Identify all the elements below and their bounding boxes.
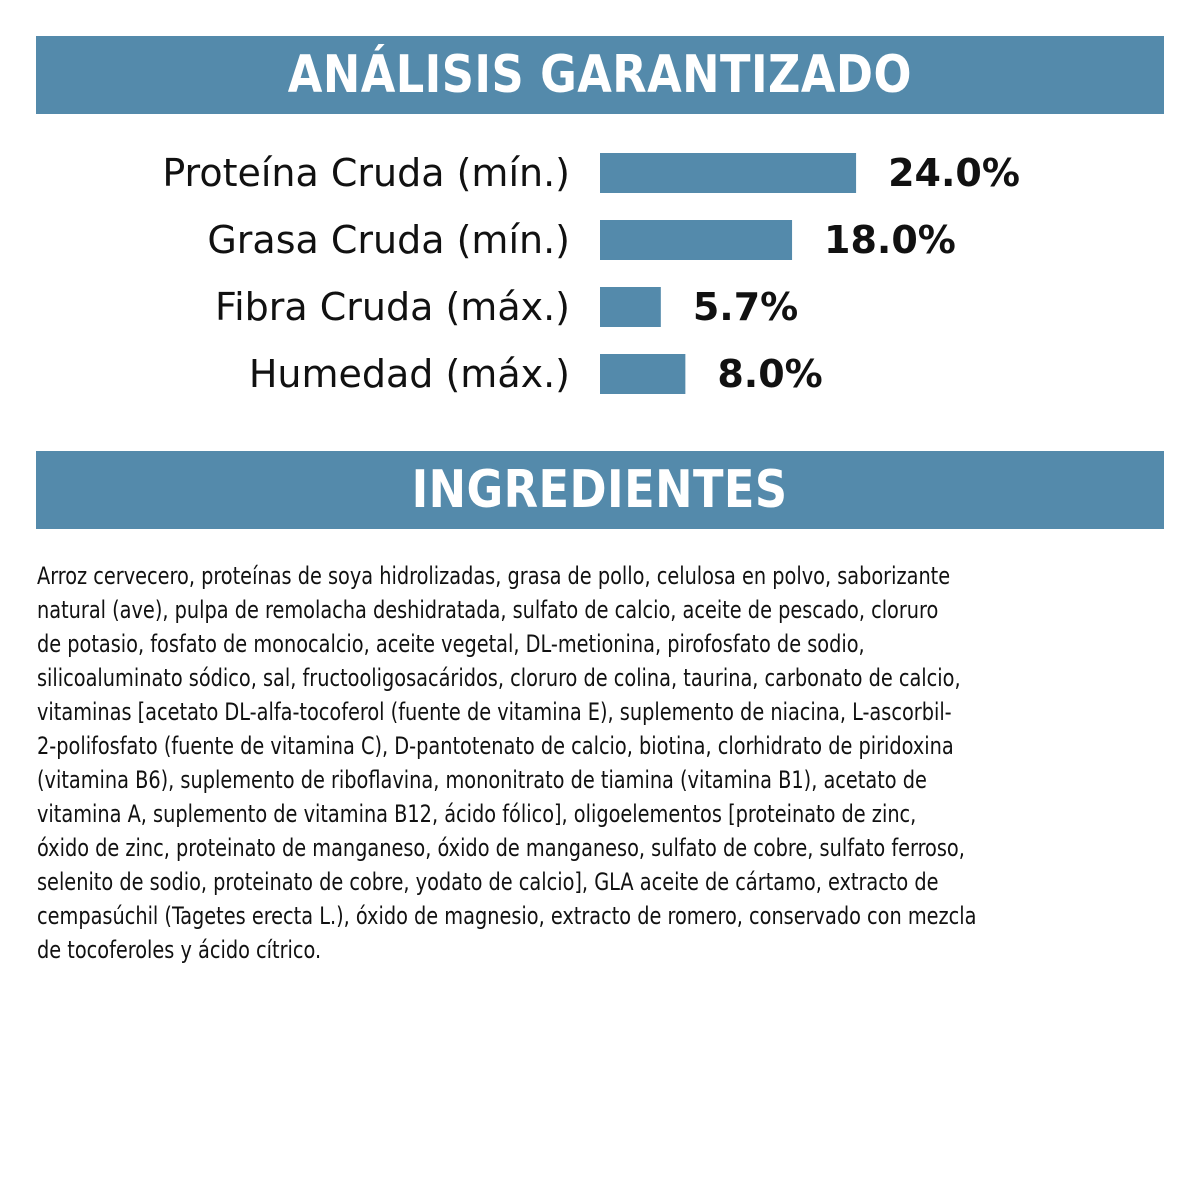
guaranteed-analysis-chart: Proteína Cruda (mín.) 24.0% Grasa Cruda (m… (162, 151, 1020, 396)
ingredients-header-title: INGREDIENTES (412, 460, 788, 520)
value-label: 8.0% (717, 352, 822, 396)
category-label: Fibra Cruda (máx.) (215, 285, 570, 329)
value-label: 24.0% (888, 151, 1020, 195)
analysis-header-banner: ANÁLISIS GARANTIZADO (36, 36, 1164, 114)
value-label: 18.0% (824, 218, 956, 262)
ingredients-list: Arroz cervecero, proteínas de soya hidro… (37, 561, 977, 964)
analysis-header-title: ANÁLISIS GARANTIZADO (287, 45, 913, 105)
category-label: Proteína Cruda (mín.) (162, 151, 570, 195)
category-label: Grasa Cruda (mín.) (207, 218, 570, 262)
value-label: 5.7% (693, 285, 798, 329)
bar (600, 287, 661, 327)
bar (600, 354, 686, 394)
ingredients-header-banner: INGREDIENTES (36, 451, 1164, 529)
bar (600, 220, 793, 260)
category-label: Humedad (máx.) (249, 352, 570, 396)
bar (600, 153, 857, 193)
